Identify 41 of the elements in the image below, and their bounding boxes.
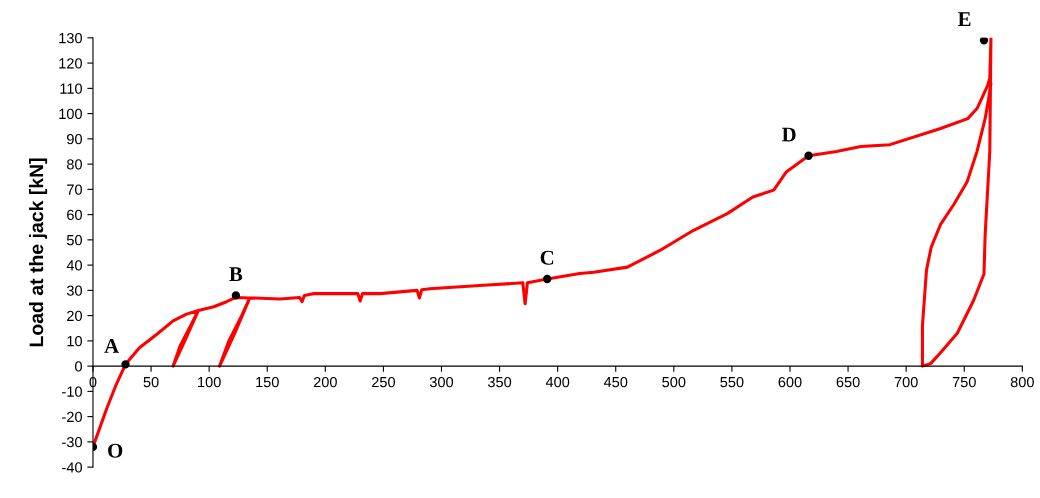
x-tick-label: 50 (143, 376, 159, 388)
x-tick-label: 800 (1010, 376, 1034, 388)
y-tick-label: 120 (59, 58, 82, 69)
y-tick-label: -30 (62, 436, 82, 448)
y-tick-label: 70 (67, 184, 82, 195)
y-tick-label: 90 (67, 133, 82, 145)
y-tick-label: -10 (62, 386, 82, 397)
x-tick-label: 600 (778, 376, 802, 388)
x-tick-label: 200 (313, 376, 337, 388)
annotation: D (781, 127, 796, 142)
annotation: A (104, 338, 119, 353)
x-tick-label: 350 (487, 376, 512, 388)
y-tick-label: 60 (67, 209, 82, 221)
y-tick-label: 110 (60, 83, 82, 94)
x-tick-label: 100 (198, 376, 221, 388)
y-tick-label: 10 (67, 335, 82, 347)
x-tick-label: 500 (662, 376, 686, 388)
x-tick-label: 650 (836, 376, 860, 388)
x-tick-label: 250 (371, 376, 395, 388)
x-tick-label: 300 (429, 376, 454, 388)
y-tick-label: -40 (62, 462, 82, 473)
annotation: E (957, 12, 971, 26)
annotation: B (229, 267, 243, 282)
x-tick-label: 550 (720, 376, 744, 388)
y-tick-label: -20 (62, 411, 82, 423)
annotation: C (540, 250, 554, 265)
y-tick-label: 100 (59, 108, 82, 120)
y-tick-label: 0 (75, 361, 82, 372)
annotation: O (108, 443, 123, 458)
y-tick-label: 20 (67, 310, 82, 322)
x-tick-label: 400 (545, 376, 570, 388)
x-tick-label: 700 (894, 376, 918, 388)
x-tick-label: 150 (256, 376, 279, 388)
x-tick-label: 450 (603, 376, 628, 388)
y-axis-title: Load at the jack [kN] (28, 158, 48, 347)
y-tick-label: 80 (66, 159, 82, 170)
x-tick-label: 750 (952, 376, 976, 388)
y-tick-label: 40 (66, 260, 82, 271)
y-tick-label: 30 (66, 285, 82, 296)
y-tick-label: 50 (66, 234, 82, 246)
y-tick-label: 130 (59, 32, 82, 44)
